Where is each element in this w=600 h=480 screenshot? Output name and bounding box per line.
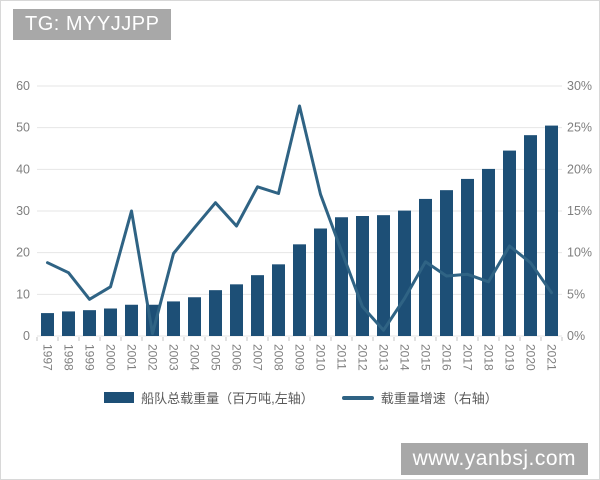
bar: [482, 168, 495, 336]
bar: [251, 275, 264, 336]
bar: [356, 216, 369, 336]
bar: [230, 284, 243, 336]
left-axis-tick-label: 40: [16, 162, 30, 176]
x-axis-year-label: 2008: [272, 344, 286, 371]
left-axis-tick-label: 20: [16, 246, 30, 260]
bar: [209, 290, 222, 336]
x-axis-year-label: 2013: [377, 344, 391, 371]
legend-item-line: 载重量增速（右轴）: [341, 388, 498, 407]
x-axis-year-label: 2021: [545, 344, 559, 371]
x-axis-year-label: 2017: [461, 344, 475, 371]
bar: [188, 297, 201, 336]
bar: [62, 311, 75, 336]
left-axis-tick-label: 0: [23, 329, 30, 343]
watermark-top-left: TG: MYYJJPP: [13, 9, 172, 40]
bar: [503, 150, 516, 336]
x-axis-year-label: 1997: [41, 344, 55, 371]
right-axis-tick-label: 5%: [567, 287, 585, 301]
bar: [419, 198, 432, 336]
right-axis-tick-label: 30%: [567, 79, 592, 93]
bar: [524, 135, 537, 336]
x-axis-year-label: 2003: [167, 344, 181, 371]
x-axis-year-label: 1998: [62, 344, 76, 371]
bar: [440, 190, 453, 336]
x-axis-year-label: 2004: [188, 344, 202, 371]
bar: [41, 313, 54, 336]
x-axis-year-label: 1999: [83, 344, 97, 371]
right-axis-tick-label: 20%: [567, 162, 592, 176]
line-series-label: 载重量增速（右轴）: [380, 391, 498, 406]
left-axis-tick-label: 10: [16, 287, 30, 301]
x-axis-year-label: 2009: [293, 344, 307, 371]
bar: [398, 210, 411, 336]
x-axis-year-label: 2011: [335, 344, 349, 370]
x-axis-year-label: 2018: [482, 344, 496, 371]
bar: [104, 308, 117, 336]
legend-item-bars: 船队总载重量（百万吨,左轴）: [104, 388, 314, 407]
x-axis-year-label: 2012: [356, 344, 370, 371]
watermark-bottom-right: www.yanbsj.com: [400, 443, 588, 475]
left-axis-tick-label: 30: [16, 204, 30, 218]
left-axis-tick-label: 60: [16, 79, 30, 93]
line-series-swatch: [341, 395, 374, 400]
left-axis-tick-label: 50: [16, 121, 30, 135]
bar-series-swatch: [104, 392, 135, 403]
line-series: [46, 104, 553, 335]
bar: [125, 304, 138, 336]
dual-axis-chart: 0 0% 10 5% 20 10% 30 15% 40 20% 50 25% 60 30% 1997 1998…: [16, 79, 592, 371]
bar: [314, 228, 327, 336]
bar: [461, 178, 474, 336]
bar: [545, 125, 558, 336]
x-axis-year-label: 2007: [251, 344, 265, 371]
bar: [335, 217, 348, 336]
bar: [293, 244, 306, 336]
x-axis-year-label: 2020: [524, 344, 538, 371]
x-axis-year-label: 2015: [419, 344, 433, 371]
right-axis-tick-label: 10%: [567, 246, 592, 260]
x-axis-year-label: 2001: [125, 344, 139, 371]
right-axis-tick-label: 25%: [567, 121, 592, 135]
x-axis-year-label: 2019: [503, 344, 517, 371]
x-axis-year-label: 2005: [209, 344, 223, 371]
right-axis-tick-label: 15%: [567, 204, 592, 218]
x-axis-year-label: 2010: [314, 344, 328, 371]
bar-series-label: 船队总载重量（百万吨,左轴）: [141, 391, 314, 406]
x-axis-year-label: 2000: [104, 344, 118, 371]
bar: [83, 310, 96, 336]
bar: [272, 264, 285, 336]
x-axis-year-label: 2002: [146, 344, 160, 371]
bar: [167, 301, 180, 336]
chart-legend: 船队总载重量（百万吨,左轴） 载重量增速（右轴）: [1, 388, 599, 407]
x-axis-year-label: 2006: [230, 344, 244, 371]
right-axis-tick-label: 0%: [567, 329, 585, 343]
x-axis-year-label: 2016: [440, 344, 454, 371]
x-axis-year-label: 2014: [398, 344, 412, 371]
bar: [377, 215, 390, 336]
chart-panel: 0 0% 10 5% 20 10% 30 15% 40 20% 50 25% 60 30% 1997 1998…: [1, 1, 599, 441]
